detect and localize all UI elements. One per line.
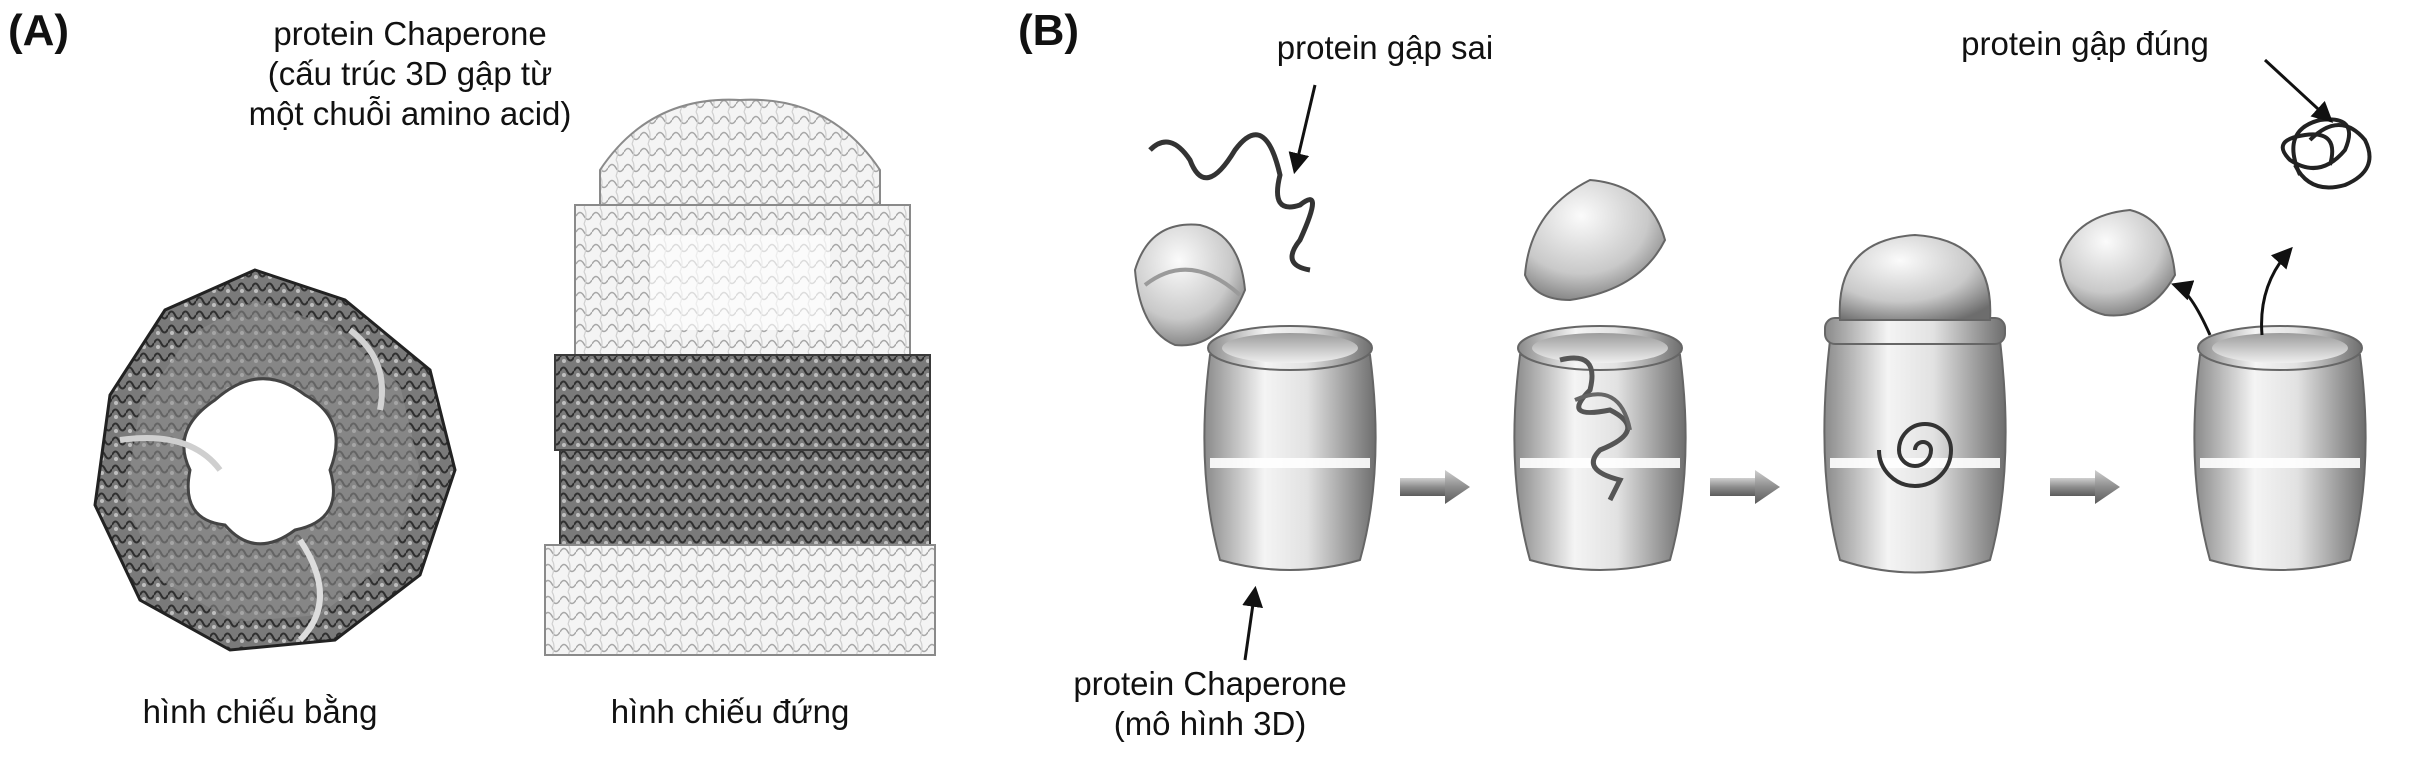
chaperone-model-label: protein Chaperone (mô hình 3D) [1050, 664, 1370, 744]
panel-a-title-line: một chuỗi amino acid) [248, 95, 572, 132]
chaperone-loading-stage [1513, 178, 1687, 571]
chaperone-release-stage [2058, 117, 2372, 571]
chaperone-top-view [93, 268, 457, 652]
panel-a-title-line: (cấu trúc 3D gập từ [267, 55, 553, 92]
chaperone-closed-stage [1823, 233, 2007, 574]
chaperone-model-line: protein Chaperone [1073, 665, 1347, 702]
arrow-right-icon [1710, 470, 1780, 504]
arrow-pointer-icon [2260, 246, 2293, 336]
panel-a-letter: (A) [8, 6, 70, 55]
panel-a-title-line: protein Chaperone [273, 15, 547, 52]
chaperone-side-view [544, 98, 936, 656]
panel-a-title: protein Chaperone (cấu trúc 3D gập từ mộ… [205, 14, 615, 134]
caption-top-view: hình chiếu bằng [142, 693, 378, 730]
misfolded-label: protein gập sai [1276, 29, 1494, 66]
arrow-pointer-icon [1242, 585, 1264, 661]
panel-b-letter: (B) [1018, 6, 1080, 55]
misfolded-protein [1148, 132, 1315, 273]
arrow-pointer-icon [2171, 280, 2212, 336]
arrow-right-icon [2050, 470, 2120, 504]
arrow-right-icon [1400, 470, 1470, 504]
arrow-pointer-icon [2263, 58, 2334, 123]
chaperone-open-stage [1133, 223, 1377, 571]
chaperone-model-line: (mô hình 3D) [1113, 705, 1307, 742]
folded-protein [2280, 117, 2351, 176]
folded-label: protein gập đúng [1961, 25, 2209, 62]
caption-side-view: hình chiếu đứng [610, 693, 850, 730]
arrow-pointer-icon [1288, 84, 1317, 175]
